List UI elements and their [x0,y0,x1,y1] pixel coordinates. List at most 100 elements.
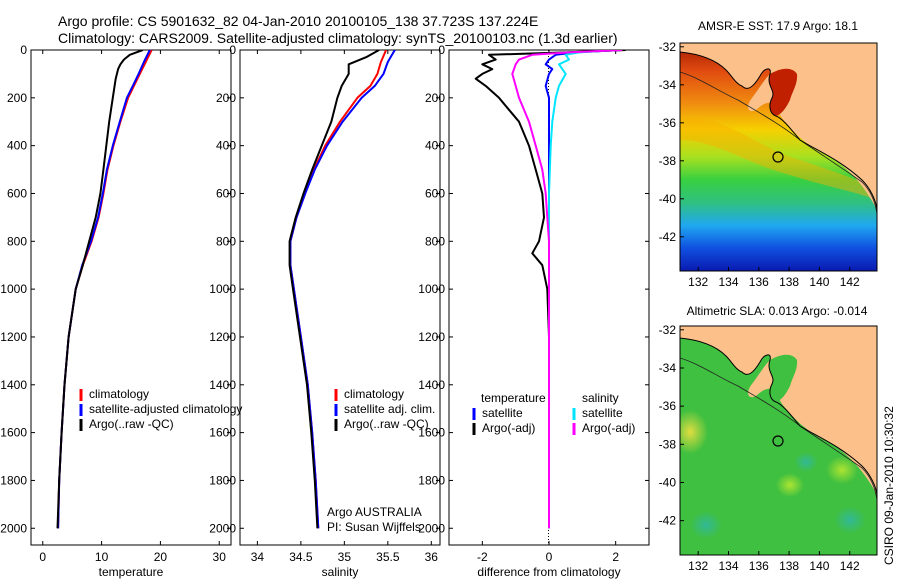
depth-tick-label-0: 0 [20,43,27,57]
temperature-series [56,50,153,529]
series-d-temperature-argo-adj [474,50,626,529]
depth-tick-label-1200: 1200 [209,330,236,344]
sst-map-frame [679,42,878,272]
difference-series [474,50,626,529]
sst-gulf-water [769,68,798,116]
depth-tick-label-200: 200 [216,91,236,105]
sla-anomaly-low [794,452,818,472]
map-y-tick-label-40: -40 [659,192,677,206]
depth-tick-label-1200: 1200 [418,330,445,344]
map-x-tick-label-140: 140 [809,275,829,289]
depth-tick-label-1400: 1400 [0,378,27,392]
salinity-xlabel: salinity [322,565,359,579]
depth-tick-label-600: 600 [216,186,236,200]
series-d-salinity-satellite [548,50,616,529]
legend-header-salinity: salinity [582,391,619,405]
depth-tick-label-400: 400 [216,139,236,153]
sst-warm-tongue [680,118,877,200]
map-y-tick-label-40: -40 [659,475,677,489]
map-y-tick-label-36: -36 [659,116,677,130]
sla-gulf-water [769,354,798,402]
series-d-temperature-satellite [544,50,623,529]
map-x-tick-label-142: 142 [840,275,860,289]
map-x-tick-label-134: 134 [718,559,738,573]
salinity-annotation-line2: PI: Susan Wijffels [327,520,421,534]
depth-tick-label-1800: 1800 [0,473,27,487]
sla-map-field [680,326,877,555]
depth-tick-label-1600: 1600 [0,426,27,440]
depth-tick-label-1000: 1000 [0,282,27,296]
salinity-series [288,50,396,529]
legend-label-satellite-adjusted-climatology: satellite-adjusted climatology [89,402,242,416]
map-y-tick-label-34: -34 [659,78,677,92]
series-s-argo-raw-qc [288,50,380,529]
sla-anomaly-mid-east [826,456,858,484]
x-tick-label-34: 34 [251,550,265,564]
depth-tick-label-1000: 1000 [418,282,445,296]
map-y-tick-label-38: -38 [659,154,677,168]
depth-tick-label-1000: 1000 [209,282,236,296]
x-tick-label-0: 0 [546,550,553,564]
figure-title-line2: Climatology: CARS2009. Satellite-adjuste… [58,30,618,46]
depth-tick-label-2000: 2000 [0,521,27,535]
temperature-x-ticks: 0 10 20 30 [39,50,226,564]
map-y-tick-label-32: -32 [659,40,677,54]
salinity-axes-frame [239,49,441,546]
x-tick-label-20: 20 [154,550,168,564]
depth-tick-label-0: 0 [438,43,445,57]
depth-tick-label-400: 400 [425,139,445,153]
sla-map-ticks: 132 134 136 138 140 142 -32 -34 -36 -38 -40 -42 [659,323,860,573]
depth-tick-label-800: 800 [216,234,236,248]
depth-tick-label-800: 800 [425,234,445,248]
legend-label-climatology: climatology [89,387,149,401]
legend-label-satellite-adj-clim: satellite adj. clim. [344,402,435,416]
legend-label-temperature-argo-adj: Argo(-adj) [482,421,535,435]
sla-land [680,326,877,495]
sst-argo-position [772,151,784,163]
legend-label-salinity-argo-adj: Argo(-adj) [582,421,635,435]
sst-map-field [680,43,877,271]
salinity-x-ticks: 34 34.5 35 35.5 36 [251,50,439,564]
map-x-tick-label-140: 140 [809,559,829,573]
salinity-depth-ticks: 0 200 400 600 800 1000 1200 1400 1600 1800 2000 [209,43,440,535]
sla-anomaly-high [680,410,708,454]
series-s-satellite-adj-clim [289,50,396,529]
sla-coastline [680,337,877,496]
depth-tick-label-1600: 1600 [418,426,445,440]
map-y-tick-label-38: -38 [659,437,677,451]
depth-tick-label-1200: 1200 [0,330,27,344]
map-y-tick-label-42: -42 [659,230,677,244]
temperature-xlabel: temperature [99,565,164,579]
depth-tick-label-1600: 1600 [209,426,236,440]
legend-label-argo-raw-qc: Argo(..raw -QC) [89,417,174,431]
depth-tick-label-800: 800 [7,234,27,248]
depth-tick-label-600: 600 [425,186,445,200]
sst-map-title: AMSR-E SST: 17.9 Argo: 18.1 [698,19,858,33]
map-x-tick-label-134: 134 [718,275,738,289]
difference-depth-ticks: 0 200 400 600 800 1000 1200 1400 1600 1800 2000 [418,43,649,535]
map-x-tick-label-136: 136 [749,275,769,289]
depth-tick-label-400: 400 [7,139,27,153]
series-t-climatology [57,50,153,529]
sla-map-frame [679,325,878,556]
sst-map-panel: AMSR-E SST: 17.9 Argo: 18.1 132 134 136 138… [659,19,878,289]
sst-map-ticks: 132 134 136 138 140 142 -32 -34 -36 -38 -40 -42 [659,40,860,289]
figure-title-line1: Argo profile: CS 5901632_82 04-Jan-2010 … [58,13,538,29]
map-y-tick-label-34: -34 [659,361,677,375]
map-y-tick-label-32: -32 [659,323,677,337]
difference-x-ticks: -2 0 2 [477,50,619,564]
x-tick-label-36: 36 [425,550,439,564]
side-credit: CSIRO 09-Jan-2010 10:30:32 [882,406,896,565]
depth-tick-label-600: 600 [7,186,27,200]
map-x-tick-label-138: 138 [779,559,799,573]
depth-tick-label-1400: 1400 [209,378,236,392]
legend-label-climatology: climatology [344,387,404,401]
salinity-panel: 0 200 400 600 800 1000 1200 1400 1600 1800 2000 34… [209,43,441,579]
map-y-tick-label-36: -36 [659,399,677,413]
depth-tick-label-200: 200 [425,91,445,105]
map-x-tick-label-132: 132 [688,275,708,289]
